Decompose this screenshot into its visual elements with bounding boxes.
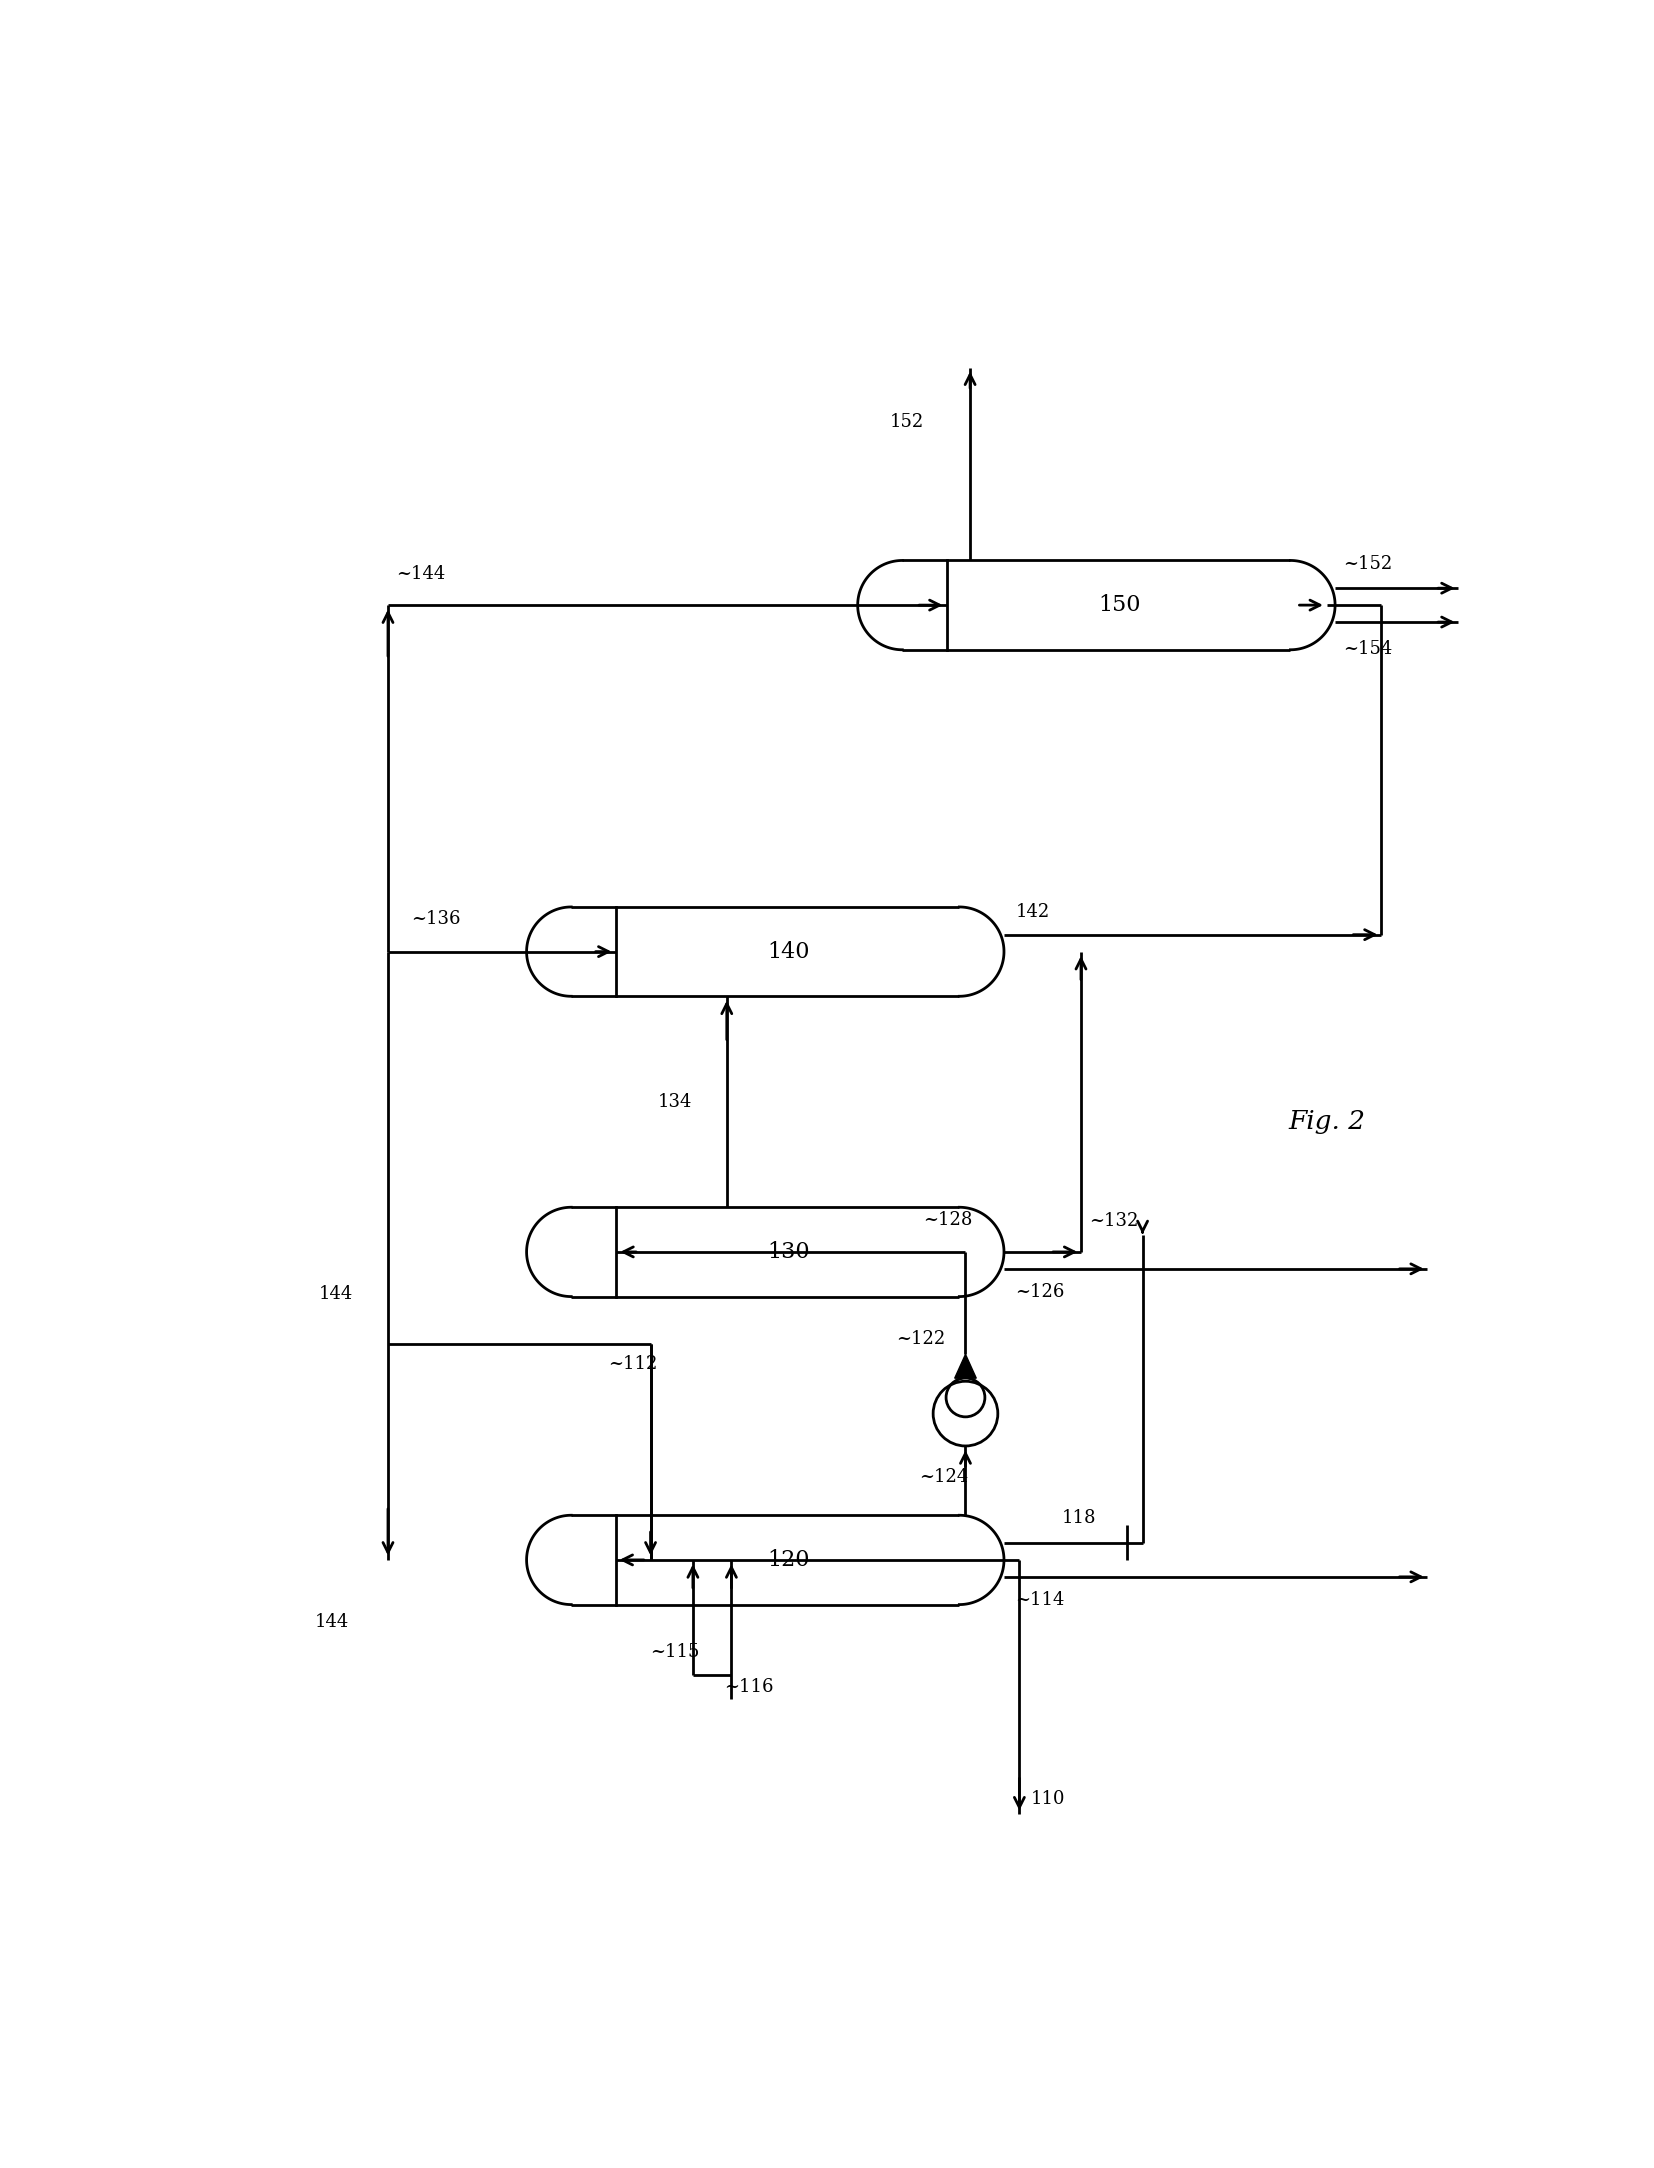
Text: ~115: ~115	[650, 1643, 700, 1661]
Text: 144: 144	[319, 1286, 354, 1303]
Text: ~132: ~132	[1088, 1212, 1138, 1229]
Text: ~126: ~126	[1016, 1283, 1065, 1301]
Text: ~112: ~112	[609, 1355, 658, 1372]
Text: ~116: ~116	[724, 1678, 772, 1695]
Text: ~152: ~152	[1343, 555, 1393, 572]
Text: ~144: ~144	[395, 566, 445, 583]
Text: 134: 134	[658, 1093, 691, 1110]
Text: ~154: ~154	[1343, 640, 1393, 659]
Text: 152: 152	[890, 412, 925, 431]
Text: Fig. 2: Fig. 2	[1288, 1108, 1366, 1134]
Text: ~122: ~122	[896, 1329, 946, 1348]
Text: ~128: ~128	[923, 1210, 973, 1229]
Text: 110: 110	[1030, 1789, 1065, 1808]
Text: ~136: ~136	[412, 911, 460, 928]
Text: 150: 150	[1098, 594, 1141, 616]
Text: ~124: ~124	[920, 1468, 969, 1485]
Text: 130: 130	[767, 1240, 810, 1264]
Text: 142: 142	[1016, 902, 1050, 921]
Text: 118: 118	[1062, 1509, 1097, 1526]
Text: 144: 144	[316, 1613, 349, 1630]
Text: ~114: ~114	[1016, 1591, 1065, 1609]
Text: 120: 120	[767, 1548, 810, 1572]
Text: 140: 140	[767, 941, 810, 963]
Polygon shape	[954, 1355, 976, 1379]
